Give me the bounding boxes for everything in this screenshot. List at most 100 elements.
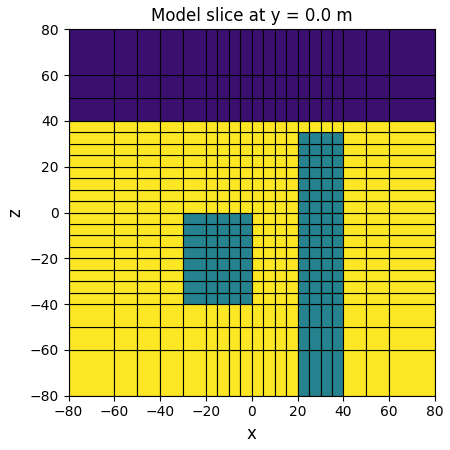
Bar [114, 350, 137, 396]
Bar [217, 350, 229, 396]
Title: Model slice at y = 0.0 m: Model slice at y = 0.0 m [151, 7, 353, 25]
Bar [320, 304, 332, 327]
Bar [309, 281, 320, 292]
Bar [320, 155, 332, 166]
Bar [252, 166, 263, 178]
Bar [206, 304, 217, 327]
Bar [137, 258, 160, 270]
Bar [137, 201, 160, 212]
Bar [263, 98, 275, 121]
Bar [217, 132, 229, 144]
Bar [332, 144, 343, 155]
Bar [240, 75, 252, 98]
Bar [320, 235, 332, 247]
Bar [137, 155, 160, 166]
Bar [297, 29, 309, 75]
Bar [229, 144, 240, 155]
Bar [263, 121, 275, 132]
Bar [263, 178, 275, 189]
Bar [389, 155, 435, 166]
Bar [275, 201, 286, 212]
Bar [320, 178, 332, 189]
Bar [286, 224, 297, 235]
Bar [263, 327, 275, 350]
Bar [263, 247, 275, 258]
Bar [275, 132, 286, 144]
Bar [309, 350, 320, 396]
Bar [160, 247, 183, 258]
Bar [252, 235, 263, 247]
Bar [160, 121, 183, 132]
Bar [332, 132, 343, 144]
Bar [240, 292, 252, 304]
Bar [389, 212, 435, 224]
Bar [263, 292, 275, 304]
Bar [320, 212, 332, 224]
Bar [68, 270, 114, 281]
Bar [183, 166, 206, 178]
Bar [137, 178, 160, 189]
Bar [114, 132, 137, 144]
Bar [160, 350, 183, 396]
Bar [297, 212, 309, 224]
Bar [389, 29, 435, 75]
Bar [343, 327, 366, 350]
Bar [389, 189, 435, 201]
Bar [114, 121, 137, 132]
Bar [252, 121, 263, 132]
Bar [240, 121, 252, 132]
Bar [263, 235, 275, 247]
Bar [275, 247, 286, 258]
Bar [183, 155, 206, 166]
Bar [206, 75, 217, 98]
Bar [206, 98, 217, 121]
Bar [275, 29, 286, 75]
Bar [137, 327, 160, 350]
Bar [240, 155, 252, 166]
Bar [366, 350, 389, 396]
Bar [160, 327, 183, 350]
Bar [343, 258, 366, 270]
Bar [286, 350, 297, 396]
Bar [389, 270, 435, 281]
Bar [320, 258, 332, 270]
Bar [332, 224, 343, 235]
Bar [229, 155, 240, 166]
Bar [114, 212, 137, 224]
Bar [366, 155, 389, 166]
Bar [332, 281, 343, 292]
Bar [217, 212, 229, 224]
Bar [389, 75, 435, 98]
Bar [389, 98, 435, 121]
Bar [366, 189, 389, 201]
Bar [263, 201, 275, 212]
Bar [68, 178, 114, 189]
Bar [389, 235, 435, 247]
Bar [343, 144, 366, 155]
Bar [389, 258, 435, 270]
Bar [160, 212, 183, 224]
Bar [263, 212, 275, 224]
Bar [217, 155, 229, 166]
Bar [389, 350, 435, 396]
Bar [343, 201, 366, 212]
Bar [275, 166, 286, 178]
Bar [286, 304, 297, 327]
Bar [137, 189, 160, 201]
Bar [297, 144, 309, 155]
Bar [389, 121, 435, 132]
Bar [240, 235, 252, 247]
Bar [229, 292, 240, 304]
Bar [240, 178, 252, 189]
Bar [206, 350, 217, 396]
Bar [366, 224, 389, 235]
Bar [114, 292, 137, 304]
Y-axis label: z: z [6, 208, 24, 217]
Bar [343, 292, 366, 304]
Bar [68, 132, 114, 144]
Bar [206, 235, 217, 247]
Bar [252, 247, 263, 258]
Bar [160, 270, 183, 281]
Bar [297, 270, 309, 281]
Bar [252, 201, 263, 212]
